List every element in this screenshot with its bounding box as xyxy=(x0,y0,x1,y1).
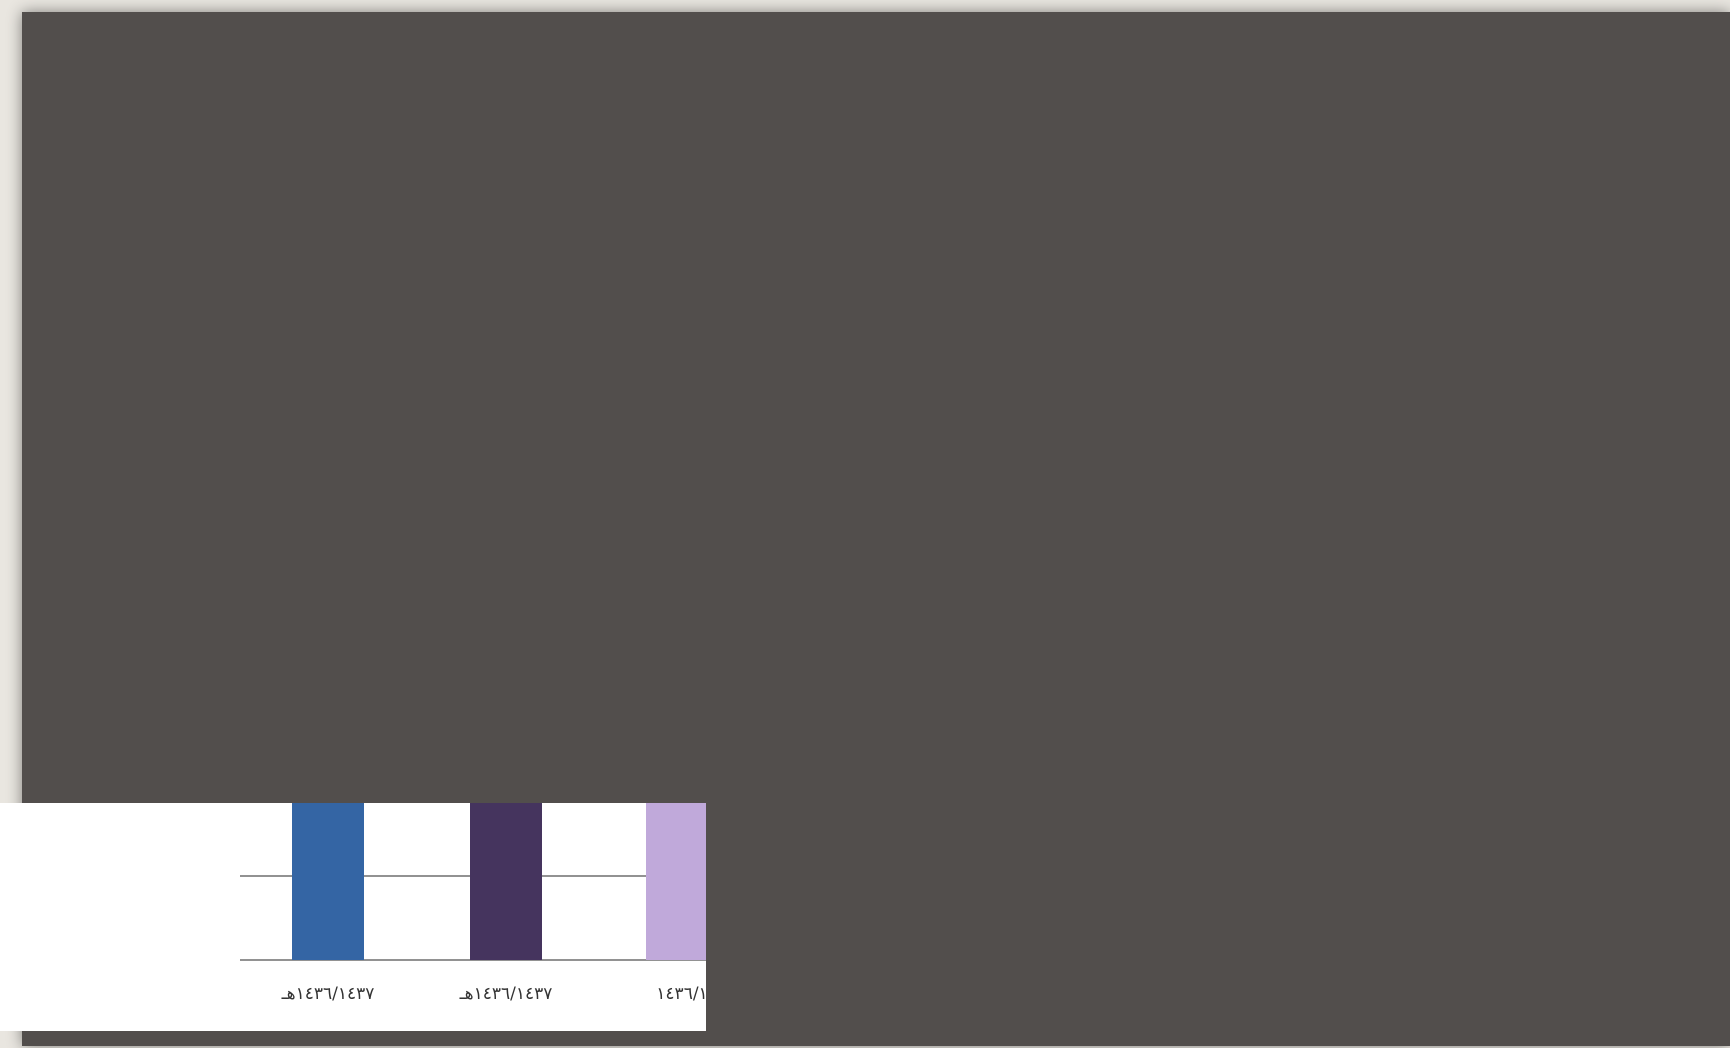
x-tick-label-1: ١٤٣٦/١٤٣٧هـ xyxy=(281,984,375,1004)
bar-2 xyxy=(470,803,542,960)
x-tick-label-2: ١٤٣٦/١٤٣٧هـ xyxy=(459,984,553,1004)
bar-chart-fragment: ١٤٣٦/١٤٣٧هـ ١٤٣٦/١٤٣٧هـ ١٤٣٦/١ xyxy=(0,803,706,1031)
bar-1 xyxy=(292,803,364,960)
x-tick-label-3: ١٤٣٦/١ xyxy=(656,984,706,1004)
bar-3 xyxy=(646,803,706,960)
bar-chart-svg: ١٤٣٦/١٤٣٧هـ ١٤٣٦/١٤٣٧هـ ١٤٣٦/١ xyxy=(240,803,706,1004)
